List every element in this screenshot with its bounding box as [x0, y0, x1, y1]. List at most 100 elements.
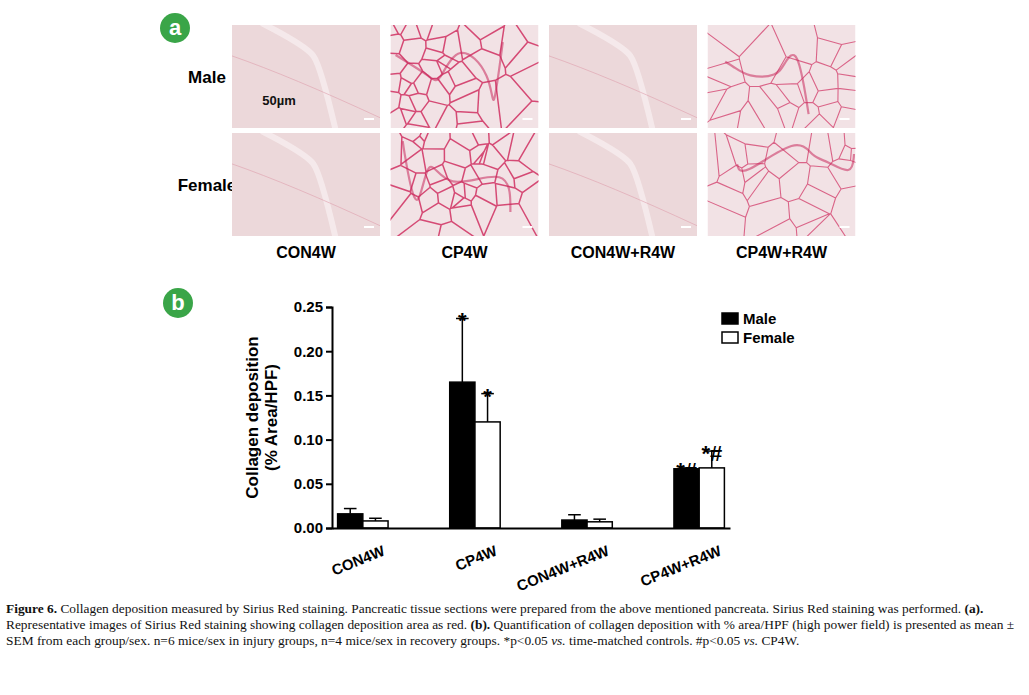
caption-run: (b).	[470, 617, 490, 632]
y-tick: 0.00	[294, 519, 332, 536]
bar	[338, 514, 363, 528]
collagen-band	[403, 141, 511, 212]
collagen-band	[396, 42, 503, 100]
y-tick-label: 0.00	[294, 519, 323, 536]
y-axis-title: Collagen deposition	[243, 336, 262, 498]
legend-label: Male	[743, 310, 776, 327]
panel-label-text: a	[169, 15, 182, 40]
scale-bar	[681, 226, 691, 228]
scale-bar	[840, 226, 850, 228]
scale-bar	[523, 226, 533, 228]
collagen-network	[708, 25, 856, 128]
column-label: CON4W	[276, 244, 336, 261]
significance-label: *#	[701, 441, 722, 466]
caption-run: (a).	[964, 601, 983, 616]
micrograph	[391, 133, 539, 236]
bar	[699, 468, 724, 528]
column-label: CP4W+R4W	[736, 244, 828, 261]
collagen-band	[737, 145, 854, 171]
y-tick-mark	[326, 528, 332, 530]
significance-label: *	[458, 308, 467, 333]
row-label: Male	[188, 68, 226, 87]
y-tick-mark	[326, 439, 332, 441]
y-tick-label: 0.25	[294, 298, 323, 315]
micrograph-background	[549, 133, 697, 236]
y-tick-mark	[326, 307, 332, 309]
micrograph	[232, 25, 380, 128]
tissue-fibre	[232, 164, 380, 226]
legend-swatch	[722, 313, 738, 324]
column-label: CP4W	[441, 244, 488, 261]
bar	[587, 522, 612, 528]
x-tick-label: CON4W	[329, 541, 388, 578]
y-tick: 0.25	[294, 298, 332, 315]
error-bar	[349, 509, 351, 514]
row-label: Female	[178, 176, 237, 195]
collagen-band	[725, 55, 808, 114]
micrograph-background	[232, 133, 380, 236]
x-axis-line	[333, 528, 731, 530]
figure: a Male 50µm Female CON4W CP4W CON4W+R4W CP4W+R4…	[0, 0, 1029, 600]
y-tick: 0.05	[294, 475, 332, 492]
y-axis-line	[326, 308, 333, 529]
micrograph	[708, 133, 856, 236]
error-cap	[593, 518, 606, 520]
scale-bar-label: 50µm	[262, 93, 296, 108]
scale-bar	[364, 118, 374, 120]
micrograph-background	[708, 25, 856, 128]
significance-label: *	[483, 384, 492, 409]
micrograph	[391, 25, 539, 128]
plot-area	[338, 318, 725, 528]
y-tick-label: 0.20	[294, 343, 323, 360]
x-tick: CON4W+R4W	[514, 528, 612, 594]
y-axis-title: (% Area/HPF)	[262, 364, 281, 471]
panel-label-badge	[160, 13, 190, 43]
x-tick-label: CON4W+R4W	[514, 541, 612, 594]
y-tick: 0.10	[294, 431, 332, 448]
scale-bar	[840, 118, 850, 120]
caption: Figure 6. Collagen deposition measured b…	[6, 601, 1022, 649]
micrograph	[549, 133, 697, 236]
bar	[475, 422, 500, 528]
micrograph	[232, 133, 380, 236]
legend-swatch	[722, 332, 738, 343]
bar-series	[338, 318, 700, 528]
scale-bar	[681, 118, 691, 120]
tissue-fibre	[232, 56, 380, 118]
column-label: CON4W+R4W	[571, 244, 676, 261]
x-tick-label: CP4W	[453, 541, 500, 573]
panel-label: b	[163, 288, 193, 318]
caption-run: time-matched controls. #p<0.05	[566, 633, 744, 648]
y-tick: 0.20	[294, 343, 332, 360]
collagen-network	[391, 25, 539, 128]
scale-bar	[364, 226, 374, 228]
error-bar	[574, 515, 576, 520]
y-tick-label: 0.05	[294, 475, 323, 492]
y-tick-label: 0.15	[294, 387, 323, 404]
error-cap	[568, 514, 581, 516]
scale-bar	[523, 118, 533, 120]
bar	[450, 382, 475, 528]
caption-run: vs.	[551, 633, 566, 648]
tissue-streak	[579, 133, 653, 236]
bar	[562, 520, 587, 528]
x-tick-label: CP4W+R4W	[638, 541, 724, 589]
tissue-streak	[579, 25, 653, 128]
collagen-network	[708, 133, 856, 236]
legend: MaleFemale	[722, 310, 795, 346]
caption-run: Collagen deposition measured by Sirius R…	[57, 601, 964, 616]
bar	[363, 521, 388, 528]
panel-label-text: b	[171, 290, 184, 315]
caption-run: Figure 6.	[6, 601, 57, 616]
y-tick: 0.15	[294, 387, 332, 404]
bar-series	[363, 394, 725, 528]
panel-label-badge	[163, 288, 193, 318]
caption-run: Representative images of Sirius Red stai…	[6, 617, 470, 632]
collagen-network	[391, 133, 539, 236]
tissue-fibre	[549, 164, 697, 226]
micrograph	[708, 25, 856, 128]
y-axis: 0.00 0.05 0.10 0.15 0.20 0.25	[294, 298, 333, 536]
y-tick-label: 0.10	[294, 431, 323, 448]
micrograph	[549, 25, 697, 128]
tissue-streak	[262, 133, 336, 236]
